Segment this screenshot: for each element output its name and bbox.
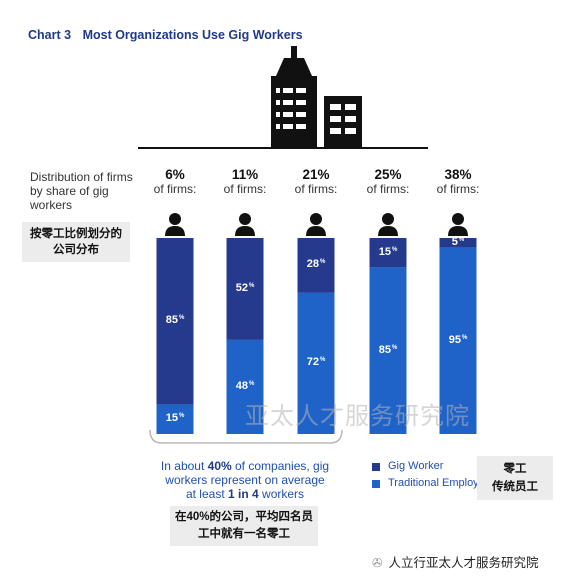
bar-traditional-employee (439, 247, 477, 434)
bar-gig-worker (297, 238, 335, 293)
data-label-traditional-employee: 95% (448, 333, 468, 346)
bar-traditional-employee (369, 267, 407, 434)
bar-gig-worker (439, 238, 477, 248)
category-sublabel: of firms: (294, 182, 338, 196)
person-icon (235, 213, 255, 236)
watermark: 亚太人才服务研究院 (245, 403, 470, 430)
category-label: 21% (302, 167, 330, 182)
building-icon (138, 46, 428, 149)
category-sublabel: of firms: (223, 182, 267, 196)
annotation-note: In about 40% of companies, gig workers r… (160, 459, 330, 501)
category-header: 6% of firms: (140, 167, 210, 197)
annotation-note-cn: 在40%的公司，平均四名员工中就有一名零工 (170, 506, 318, 546)
category-header: 25% of firms: (353, 167, 423, 197)
category-label: 38% (444, 167, 472, 182)
data-label-traditional-employee: 85% (378, 343, 398, 356)
data-label-gig-worker: 5% (451, 235, 465, 248)
person-icon (306, 213, 326, 236)
bracket (149, 429, 343, 444)
data-label-gig-worker: 85% (165, 314, 185, 327)
category-sublabel: of firms: (153, 182, 197, 196)
category-header: 11% of firms: (210, 167, 280, 197)
legend-traditional-swatch (372, 480, 380, 488)
data-label-gig-worker: 15% (378, 245, 398, 258)
bar-gig-worker (369, 238, 407, 268)
data-label-gig-worker: 28% (306, 258, 326, 271)
category-header: 38% of firms: (423, 167, 493, 197)
category-label: 11% (231, 167, 259, 182)
data-label-traditional-employee: 15% (165, 412, 185, 425)
data-label-traditional-employee: 48% (235, 379, 255, 392)
data-label-gig-worker: 52% (235, 281, 255, 294)
category-header: 21% of firms: (281, 167, 351, 197)
bar-traditional-employee (226, 339, 264, 434)
chart-title: Chart 3 Most Organizations Use Gig Worke… (28, 28, 303, 42)
wechat-icon: ✇ (372, 556, 383, 570)
bar-traditional-employee (297, 292, 335, 434)
legend-cn: 零工 传统员工 (477, 456, 553, 500)
bar-gig-worker (156, 238, 194, 405)
chart-title-text: Most Organizations Use Gig Workers (82, 28, 303, 42)
category-label: 6% (165, 167, 185, 182)
person-icon (378, 213, 398, 236)
legend-traditional-label: Traditional Employee (388, 477, 491, 489)
person-icon (165, 213, 185, 236)
category-label: 25% (374, 167, 402, 182)
category-sublabel: of firms: (366, 182, 410, 196)
legend-gig-label: Gig Worker (388, 460, 444, 472)
chart-number: Chart 3 (28, 28, 72, 42)
person-icon (448, 213, 468, 236)
wechat-source: ✇ 人立行亚太人才服务研究院 (372, 556, 539, 570)
bar-traditional-employee (156, 404, 194, 434)
bar-gig-worker (226, 238, 264, 340)
distribution-label-cn: 按零工比例划分的公司分布 (22, 222, 130, 262)
category-sublabel: of firms: (436, 182, 480, 196)
data-label-traditional-employee: 72% (306, 356, 326, 369)
legend-gig-swatch (372, 463, 380, 471)
distribution-label: Distribution of firms by share of gig wo… (30, 170, 133, 212)
